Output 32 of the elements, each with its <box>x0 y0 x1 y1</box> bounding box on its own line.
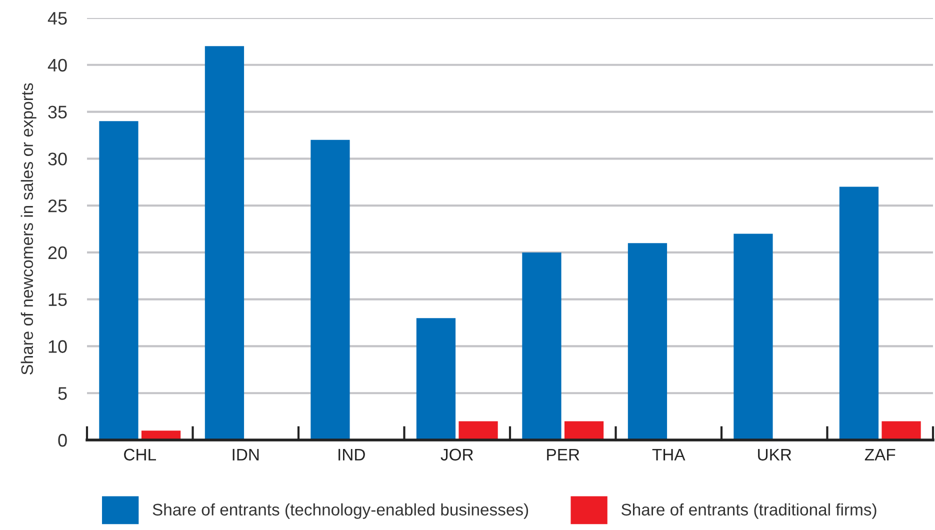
y-tick-label: 25 <box>48 199 67 212</box>
bar <box>839 186 879 440</box>
y-axis-title: Share of newcomers in sales or exports <box>20 83 36 375</box>
bar <box>204 46 244 440</box>
x-tick-label: IND <box>338 448 365 460</box>
x-tick-label: ZAF <box>864 448 896 460</box>
y-tick-label: 40 <box>48 58 67 72</box>
legend-label: Share of entrants (technology-enabled businesses) <box>152 503 528 519</box>
bar <box>734 234 773 440</box>
x-tick-label: JOR <box>440 448 474 461</box>
legend-label: Share of entrants (traditional firms) <box>621 503 876 519</box>
x-tick-label: CHL <box>124 448 156 461</box>
bar <box>564 421 604 440</box>
bar <box>458 421 498 440</box>
y-tick-label: 0 <box>58 434 67 447</box>
y-tick-label: 45 <box>48 12 67 25</box>
y-tick-label: 35 <box>48 106 67 118</box>
y-tick-label: 5 <box>58 387 67 400</box>
bar <box>416 318 456 440</box>
x-tick-label: PER <box>547 448 580 460</box>
bar <box>882 421 921 440</box>
y-tick-label: 30 <box>48 152 67 166</box>
bar <box>522 252 562 440</box>
bar <box>628 243 668 440</box>
x-tick-label: IDN <box>232 448 259 460</box>
bar <box>99 121 138 440</box>
y-tick-label: 20 <box>48 246 67 260</box>
x-tick-label: UKR <box>758 448 792 461</box>
y-tick-label: 10 <box>48 340 67 353</box>
x-tick-label: THA <box>652 448 686 460</box>
bar <box>310 140 350 440</box>
y-tick-label: 15 <box>48 293 67 306</box>
